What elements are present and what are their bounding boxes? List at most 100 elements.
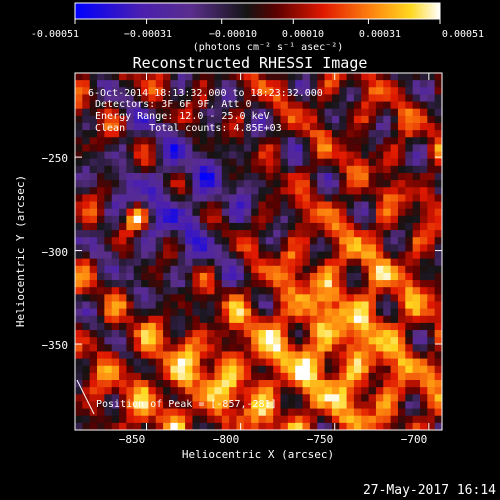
heatmap-cell	[89, 244, 98, 253]
heatmap-cell	[163, 122, 172, 131]
heatmap-cell	[75, 365, 83, 374]
heatmap-cell	[185, 194, 194, 203]
heatmap-cell	[214, 422, 223, 430]
heatmap-cell	[126, 351, 135, 360]
heatmap-cell	[302, 330, 311, 338]
heatmap-cell	[317, 165, 326, 174]
heatmap-cell	[419, 180, 428, 188]
heatmap-cell	[353, 251, 362, 260]
heatmap-cell	[155, 351, 164, 360]
heatmap-cell	[148, 272, 157, 281]
heatmap-cell	[251, 301, 260, 310]
heatmap-cell	[229, 73, 238, 81]
heatmap-cell	[177, 122, 186, 131]
heatmap-cell	[126, 215, 135, 224]
heatmap-cell	[434, 380, 442, 388]
heatmap-cell	[280, 122, 289, 131]
heatmap-cell	[126, 337, 135, 345]
heatmap-cell	[207, 380, 216, 388]
heatmap-cell	[133, 180, 142, 188]
heatmap-cell	[339, 215, 348, 224]
heatmap-cell	[148, 401, 157, 410]
heatmap-cell	[82, 322, 91, 331]
heatmap-cell	[324, 194, 333, 203]
heatmap-cell	[427, 415, 436, 424]
heatmap-cell	[295, 194, 304, 203]
heatmap-cell	[265, 287, 274, 295]
heatmap-cell	[434, 108, 442, 117]
heatmap-cell	[163, 365, 172, 374]
heatmap-cell	[324, 287, 333, 295]
heatmap-cell	[177, 158, 186, 167]
heatmap-cell	[368, 265, 377, 274]
heatmap-cell	[236, 358, 245, 367]
heatmap-cell	[243, 280, 252, 288]
heatmap-cell	[390, 73, 399, 81]
heatmap-cell	[265, 80, 274, 88]
heatmap-cell	[317, 87, 326, 96]
heatmap-cell	[82, 372, 91, 381]
heatmap-cell	[89, 301, 98, 310]
heatmap-cell	[185, 230, 194, 238]
heatmap-cell	[148, 344, 157, 353]
heatmap-cell	[214, 408, 223, 417]
heatmap-cell	[302, 265, 311, 274]
heatmap-cell	[405, 201, 414, 210]
heatmap-cell	[280, 294, 289, 303]
heatmap-cell	[390, 294, 399, 303]
heatmap-cell	[427, 108, 436, 117]
heatmap-cell	[251, 222, 260, 231]
heatmap-cell	[258, 351, 267, 360]
heatmap-cell	[346, 280, 355, 288]
heatmap-cell	[148, 301, 157, 310]
heatmap-cell	[273, 372, 282, 381]
heatmap-cell	[434, 122, 442, 131]
heatmap-cell	[339, 94, 348, 103]
heatmap-cell	[82, 265, 91, 274]
heatmap-cell	[331, 151, 340, 160]
heatmap-cell	[397, 73, 406, 81]
heatmap-cell	[405, 380, 414, 388]
heatmap-cell	[97, 380, 105, 388]
heatmap-cell	[104, 151, 113, 160]
heatmap-cell	[236, 158, 245, 167]
heatmap-cell	[302, 122, 311, 131]
heatmap-cell	[192, 380, 201, 388]
heatmap-cell	[346, 344, 355, 353]
heatmap-cell	[390, 301, 399, 310]
heatmap-cell	[412, 272, 421, 281]
heatmap-cell	[243, 251, 252, 260]
heatmap-cell	[353, 258, 362, 267]
heatmap-cell	[273, 422, 282, 430]
heatmap-cell	[185, 401, 194, 410]
heatmap-cell	[361, 294, 370, 303]
heatmap-cell	[331, 344, 340, 353]
heatmap-cell	[141, 294, 149, 303]
heatmap-cell	[192, 401, 201, 410]
heatmap-cell	[419, 208, 428, 217]
heatmap-cell	[346, 301, 355, 310]
heatmap-cell	[207, 330, 216, 338]
heatmap-cell	[287, 387, 296, 395]
heatmap-cell	[207, 422, 216, 430]
heatmap-cell	[97, 265, 105, 274]
heatmap-cell	[141, 194, 149, 203]
heatmap-cell	[361, 394, 370, 403]
heatmap-cell	[119, 422, 127, 430]
heatmap-cell	[82, 73, 91, 81]
heatmap-cell	[170, 258, 179, 267]
heatmap-cell	[339, 151, 348, 160]
colorbar-ticks	[74, 19, 441, 24]
heatmap-cell	[170, 337, 179, 345]
heatmap-cell	[141, 73, 149, 81]
heatmap-cell	[126, 280, 135, 288]
heatmap-cell	[207, 280, 216, 288]
heatmap-cell	[353, 137, 362, 145]
heatmap-cell	[258, 201, 267, 210]
heatmap-cell	[383, 244, 392, 253]
heatmap-cell	[251, 108, 260, 117]
heatmap-cell	[302, 137, 311, 145]
heatmap-cell	[390, 265, 399, 274]
heatmap-cell	[339, 308, 348, 317]
